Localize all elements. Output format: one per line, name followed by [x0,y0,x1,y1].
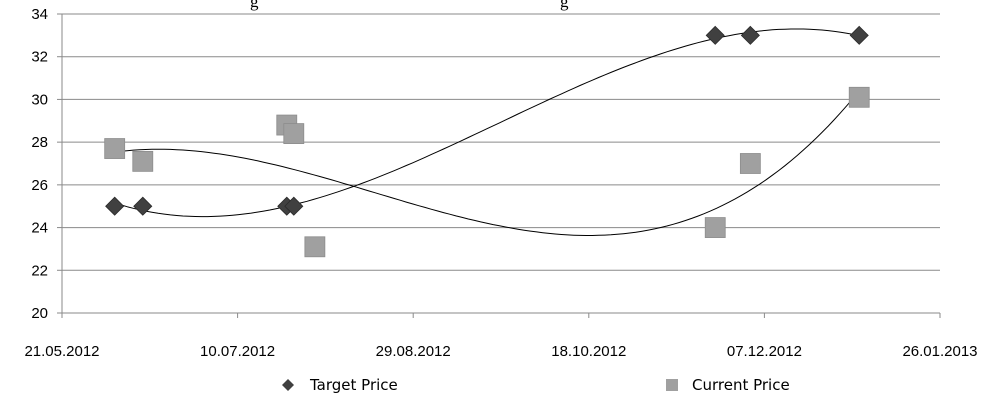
chart-title: g [250,0,259,11]
legend: Target Price Current Price [282,376,790,394]
x-tick-label: 29.08.2012 [376,343,451,360]
legend-marker-target-price [282,379,294,391]
x-tick-label: 18.10.2012 [551,343,626,360]
x-tick-label: 10.07.2012 [200,343,275,360]
point-target-price [284,196,304,216]
y-tick-label: 24 [31,220,48,237]
y-tick-label: 30 [31,91,48,108]
legend-marker-current-price [666,379,678,391]
point-target-price [740,25,760,45]
chart-title-right: g [560,0,569,11]
legend-label-current-price: Current Price [692,376,790,394]
x-tick-labels: 21.05.2012 10.07.2012 29.08.2012 18.10.2012… [24,343,977,360]
point-current-price [739,153,761,174]
y-tick-label: 28 [31,134,48,151]
point-target-price [705,25,725,45]
data-points [104,25,870,258]
point-target-price [105,196,125,216]
point-target-price [133,196,153,216]
x-tick-label: 26.01.2013 [902,343,977,360]
x-tick-label: 21.05.2012 [24,343,99,360]
y-tick-labels: 20 22 24 26 28 30 32 34 [31,6,48,322]
chart-title-group: g g [250,0,569,11]
point-target-price [849,25,869,45]
point-current-price [304,236,326,258]
trendline-current-price [114,90,860,236]
trendline-target-price [114,28,860,218]
point-current-price [104,138,126,159]
x-tick-label: 07.12.2012 [727,343,802,360]
trendlines [114,28,860,236]
y-tick-label: 34 [31,6,48,23]
point-current-price [132,150,154,172]
y-tick-label: 22 [31,262,48,279]
point-current-price [704,217,726,238]
y-tick-label: 20 [31,305,48,322]
point-current-price [283,123,305,144]
legend-label-target-price: Target Price [309,376,398,394]
y-tick-label: 32 [31,49,48,66]
y-tick-label: 26 [31,177,48,194]
gridlines [62,13,940,271]
point-current-price [848,86,870,108]
axes [57,13,941,318]
